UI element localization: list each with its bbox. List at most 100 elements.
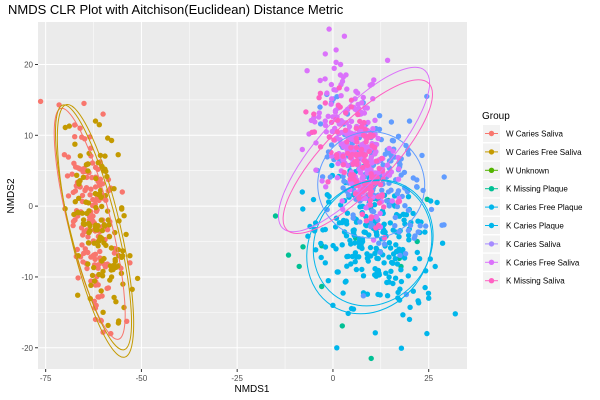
data-point	[83, 162, 90, 168]
data-point	[91, 278, 98, 284]
data-point	[370, 237, 377, 243]
data-point	[319, 178, 325, 184]
data-point	[79, 192, 86, 199]
data-point	[343, 110, 349, 116]
data-point	[99, 273, 106, 279]
data-point	[377, 210, 383, 217]
data-point	[318, 240, 324, 247]
data-point	[398, 172, 404, 178]
data-point	[360, 164, 366, 171]
data-point	[398, 278, 405, 285]
data-point	[339, 198, 345, 204]
data-point	[395, 133, 402, 139]
data-point	[93, 227, 99, 233]
data-point	[370, 96, 376, 102]
data-point	[369, 143, 375, 149]
plot-panel	[37, 22, 467, 369]
data-point	[406, 118, 413, 124]
data-point	[368, 134, 374, 140]
legend-key-dot	[488, 149, 495, 155]
legend-item: W Unknown	[483, 161, 549, 179]
data-point	[85, 168, 91, 174]
data-point	[384, 57, 391, 63]
data-point	[56, 102, 62, 108]
data-point	[325, 113, 331, 120]
data-point	[129, 286, 135, 292]
data-point	[423, 223, 429, 229]
data-point	[368, 155, 374, 161]
data-point	[452, 311, 458, 317]
data-point	[425, 290, 432, 296]
legend-item: W Caries Free Saliva	[483, 143, 582, 161]
data-point	[105, 217, 112, 223]
data-point	[285, 252, 292, 258]
data-point	[340, 157, 346, 163]
data-point	[98, 288, 104, 294]
data-point	[392, 223, 398, 229]
data-point	[319, 283, 325, 290]
data-point	[344, 86, 350, 92]
data-point	[359, 266, 365, 273]
data-point	[379, 193, 385, 199]
data-point	[363, 205, 369, 211]
grid-lines	[38, 22, 467, 369]
data-point	[414, 184, 420, 190]
data-point	[395, 166, 402, 172]
data-point	[336, 220, 343, 226]
data-point	[99, 258, 105, 264]
data-point	[329, 96, 335, 102]
data-point	[393, 242, 399, 248]
data-point	[397, 161, 403, 168]
data-point	[82, 246, 89, 252]
data-point	[90, 213, 96, 219]
data-point	[317, 104, 323, 110]
data-point	[414, 177, 420, 183]
data-point	[345, 192, 352, 198]
data-point	[372, 330, 378, 336]
data-point	[360, 94, 366, 101]
data-point	[346, 123, 353, 130]
data-point	[375, 135, 381, 141]
data-point	[317, 90, 324, 97]
legend-label: W Unknown	[506, 166, 549, 175]
legend-item: K Caries Plaque	[483, 217, 564, 234]
data-point	[91, 264, 97, 271]
data-point	[406, 237, 412, 243]
data-point	[85, 240, 92, 246]
data-point	[417, 223, 423, 229]
data-point	[397, 252, 403, 259]
data-point	[329, 162, 335, 169]
data-point	[363, 222, 370, 229]
data-point	[339, 323, 345, 329]
data-point	[334, 345, 340, 351]
data-point	[390, 138, 397, 144]
data-point	[98, 217, 105, 223]
data-point	[354, 151, 361, 158]
y-axis-title: NMDS2	[6, 178, 17, 213]
data-point	[384, 198, 390, 204]
data-point	[333, 59, 339, 65]
data-points	[37, 26, 458, 362]
data-point	[386, 240, 393, 246]
legend-item: K Missing Saliva	[483, 272, 565, 290]
data-point	[347, 176, 353, 182]
data-point	[414, 249, 420, 256]
confidence-ellipse	[277, 66, 431, 233]
data-point	[356, 254, 362, 260]
data-point	[347, 154, 354, 160]
legend-item: K Missing Plaque	[483, 180, 568, 198]
data-point	[348, 172, 354, 178]
data-point	[370, 126, 376, 132]
data-point	[405, 194, 412, 200]
data-point	[322, 244, 329, 250]
legend-label: K Caries Saliva	[506, 240, 561, 249]
data-point	[111, 250, 118, 256]
data-point	[376, 240, 382, 246]
data-point	[331, 137, 337, 143]
data-point	[364, 255, 371, 261]
data-point	[64, 173, 71, 179]
data-point	[344, 263, 350, 269]
data-point	[345, 253, 351, 259]
data-point	[412, 233, 418, 239]
data-point	[343, 120, 350, 126]
